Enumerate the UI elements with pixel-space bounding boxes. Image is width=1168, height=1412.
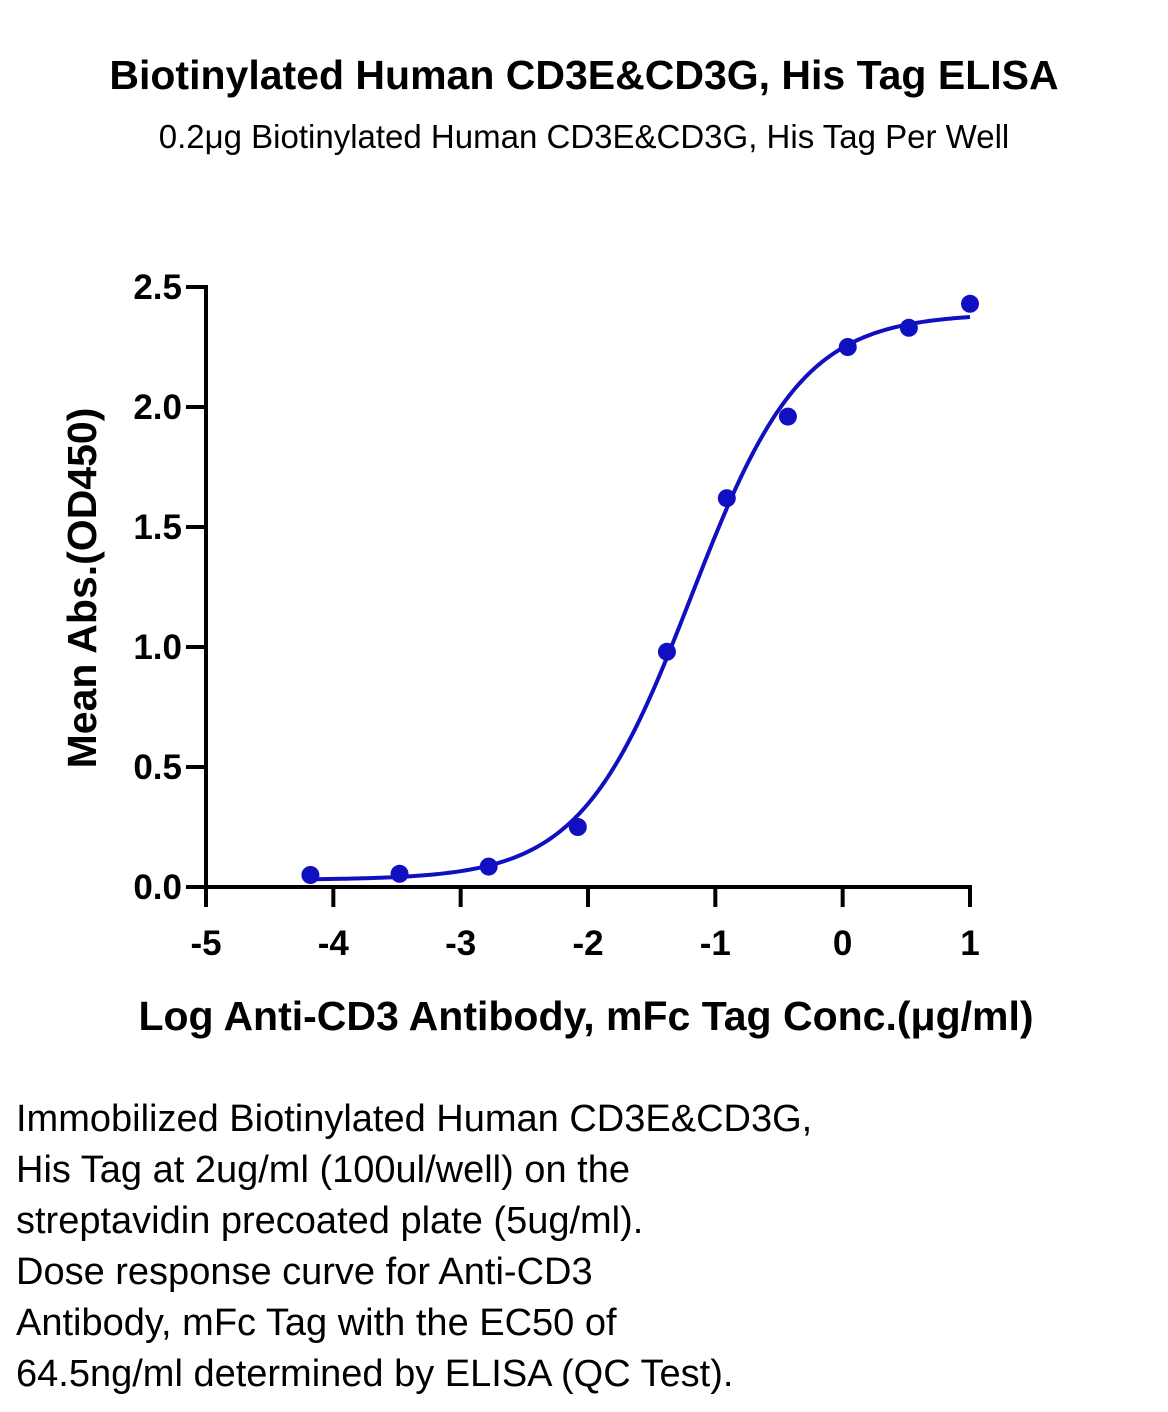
caption-line: Antibody, mFc Tag with the EC50 of <box>16 1302 617 1344</box>
y-tick-label: 0.0 <box>133 868 182 907</box>
y-tick-label: 1.0 <box>133 628 182 667</box>
chart-subtitle: 0.2μg Biotinylated Human CD3E&CD3G, His … <box>158 118 1010 155</box>
caption-line: His Tag at 2ug/ml (100ul/well) on the <box>16 1149 630 1191</box>
data-point <box>390 864 409 883</box>
y-tick-label: 0.5 <box>133 748 182 787</box>
x-tick-label: -4 <box>318 924 350 963</box>
x-tick-label: -1 <box>700 924 731 963</box>
data-point <box>657 642 676 661</box>
caption-line: Immobilized Biotinylated Human CD3E&CD3G… <box>16 1098 813 1140</box>
data-points <box>301 294 979 884</box>
caption-line: 64.5ng/ml determined by ELISA (QC Test). <box>16 1353 734 1395</box>
y-tick-label: 2.5 <box>133 268 182 307</box>
y-axis-label: Mean Abs.(OD450) <box>59 408 105 769</box>
chart-title: Biotinylated Human CD3E&CD3G, His Tag EL… <box>109 52 1059 98</box>
caption-line: Dose response curve for Anti-CD3 <box>16 1251 593 1293</box>
x-tick-label: -5 <box>190 924 221 963</box>
x-tick-label: -2 <box>572 924 603 963</box>
chart-axes <box>204 285 972 889</box>
data-point <box>899 318 918 337</box>
y-tick-label: 1.5 <box>133 508 182 547</box>
elisa-chart: 0.0 0.5 1.0 1.5 2.0 2.5 -5 -4 -3 -2 -1 0 1 Log Anti-… <box>59 268 1034 1039</box>
caption-line: streptavidin precoated plate (5ug/ml). <box>16 1200 644 1242</box>
y-tick-label: 2.0 <box>133 388 182 427</box>
data-point <box>717 489 736 508</box>
x-tick-label: 1 <box>960 924 979 963</box>
data-point <box>961 294 979 313</box>
fit-curve <box>310 315 971 882</box>
data-point <box>568 818 587 836</box>
data-point <box>301 866 320 884</box>
x-tick-label: -3 <box>445 924 476 963</box>
data-point <box>838 338 857 356</box>
data-point <box>778 407 797 426</box>
x-tick-label: 0 <box>833 924 852 963</box>
x-axis-label: Log Anti-CD3 Antibody, mFc Tag Conc.(μg/… <box>138 993 1033 1039</box>
data-point <box>479 857 498 876</box>
chart-ticks: 0.0 0.5 1.0 1.5 2.0 2.5 -5 -4 -3 -2 -1 0 1 <box>133 268 979 963</box>
caption: Immobilized Biotinylated Human CD3E&CD3G… <box>16 1094 1136 1400</box>
